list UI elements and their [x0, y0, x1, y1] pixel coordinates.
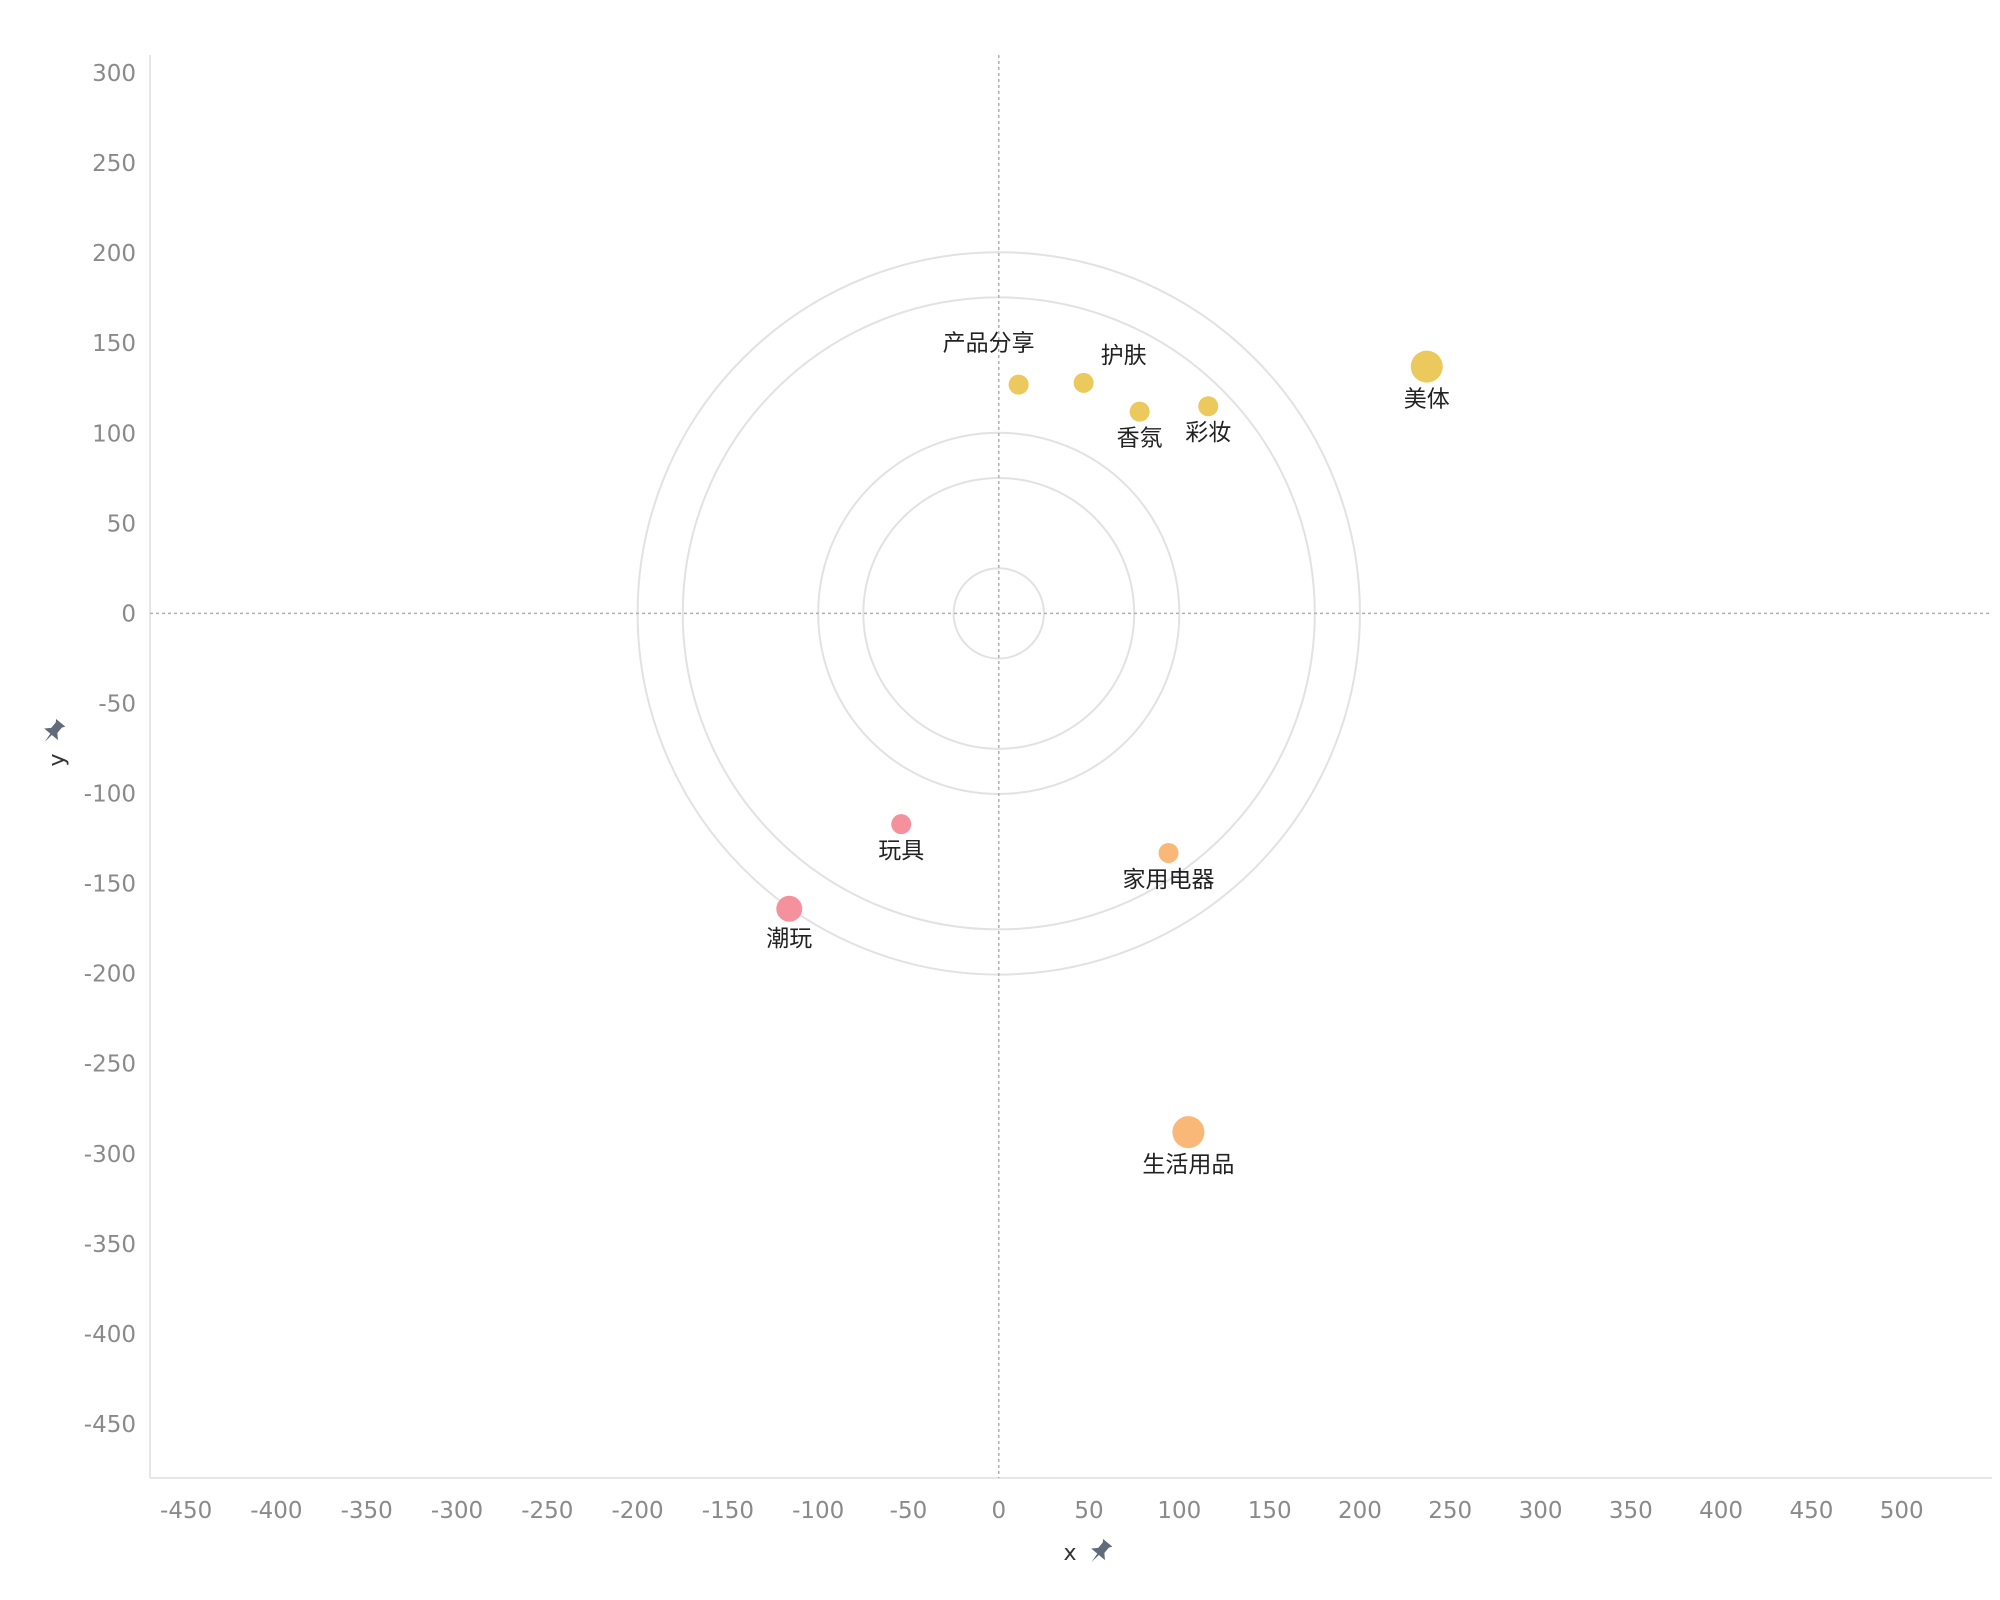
y-tick-label: 150 [92, 331, 136, 357]
data-label: 美体 [1404, 387, 1450, 413]
y-axis-title: y [45, 753, 70, 766]
x-tick-label: -250 [521, 1498, 573, 1524]
x-tick-label: 450 [1789, 1498, 1833, 1524]
x-tick-label: 0 [991, 1498, 1006, 1524]
y-tick-label: -450 [84, 1412, 136, 1438]
data-point [1198, 396, 1219, 417]
x-tick-label: -350 [341, 1498, 393, 1524]
x-tick-label: 400 [1699, 1498, 1743, 1524]
x-axis-pin-icon[interactable] [1085, 1537, 1115, 1568]
x-axis-title: x [1063, 1541, 1076, 1566]
x-tick-label: -100 [792, 1498, 844, 1524]
x-axis-ticks: -450 -400 -350 -300 -250 -200 -150 -100 -50 0 50 10… [160, 1498, 1924, 1524]
y-tick-label: -300 [84, 1142, 136, 1168]
x-tick-label: -50 [890, 1498, 928, 1524]
y-tick-label: -350 [84, 1232, 136, 1258]
data-label: 潮玩 [766, 926, 812, 952]
x-tick-label: -400 [250, 1498, 302, 1524]
data-point [776, 895, 803, 922]
data-label: 彩妆 [1185, 420, 1231, 446]
x-tick-label: 500 [1880, 1498, 1924, 1524]
data-point [1008, 374, 1029, 395]
x-axis-title-group: x [1063, 1537, 1115, 1568]
reference-lines [150, 55, 1992, 1478]
x-tick-label: -450 [160, 1498, 212, 1524]
data-label: 香氛 [1117, 426, 1163, 452]
y-tick-label: 250 [92, 151, 136, 177]
x-tick-label: 350 [1609, 1498, 1653, 1524]
data-point [1073, 372, 1094, 393]
ring [952, 567, 1045, 660]
x-tick-label: 150 [1248, 1498, 1292, 1524]
x-tick-label: -150 [702, 1498, 754, 1524]
y-tick-label: 0 [121, 601, 136, 627]
pin-icon [44, 718, 66, 742]
x-tick-label: 100 [1157, 1498, 1201, 1524]
x-tick-label: -300 [431, 1498, 483, 1524]
data-label: 产品分享 [943, 331, 1035, 357]
y-tick-label: 50 [107, 511, 136, 537]
data-points [776, 350, 1443, 1149]
x-tick-label: 200 [1338, 1498, 1382, 1524]
data-point [1410, 350, 1443, 383]
axes [149, 55, 1992, 1479]
y-tick-label: -200 [84, 962, 136, 988]
y-tick-label: -400 [84, 1322, 136, 1348]
data-label: 玩具 [878, 838, 924, 864]
data-point [1158, 842, 1179, 863]
x-tick-label: 300 [1519, 1498, 1563, 1524]
x-tick-label: 50 [1074, 1498, 1103, 1524]
pin-icon [1091, 1538, 1113, 1562]
data-point [1172, 1116, 1205, 1149]
x-tick-label: 250 [1428, 1498, 1472, 1524]
y-axis-title-group: y [38, 717, 70, 767]
y-tick-label: 200 [92, 241, 136, 267]
y-axis-ticks: 300 250 200 150 100 50 0 -50 -100 -150 -200 -250 -30… [84, 61, 136, 1438]
y-tick-label: 100 [92, 421, 136, 447]
data-point [891, 814, 912, 835]
y-tick-label: -50 [98, 691, 136, 717]
y-tick-label: -100 [84, 782, 136, 808]
y-tick-label: -150 [84, 872, 136, 898]
data-label: 护肤 [1101, 343, 1147, 369]
y-tick-label: -250 [84, 1052, 136, 1078]
data-point [1129, 401, 1150, 422]
x-tick-label: -200 [611, 1498, 663, 1524]
y-axis-pin-icon[interactable] [38, 717, 68, 748]
data-label: 生活用品 [1142, 1152, 1234, 1178]
data-label: 家用电器 [1123, 867, 1215, 893]
y-tick-label: 300 [92, 61, 136, 87]
